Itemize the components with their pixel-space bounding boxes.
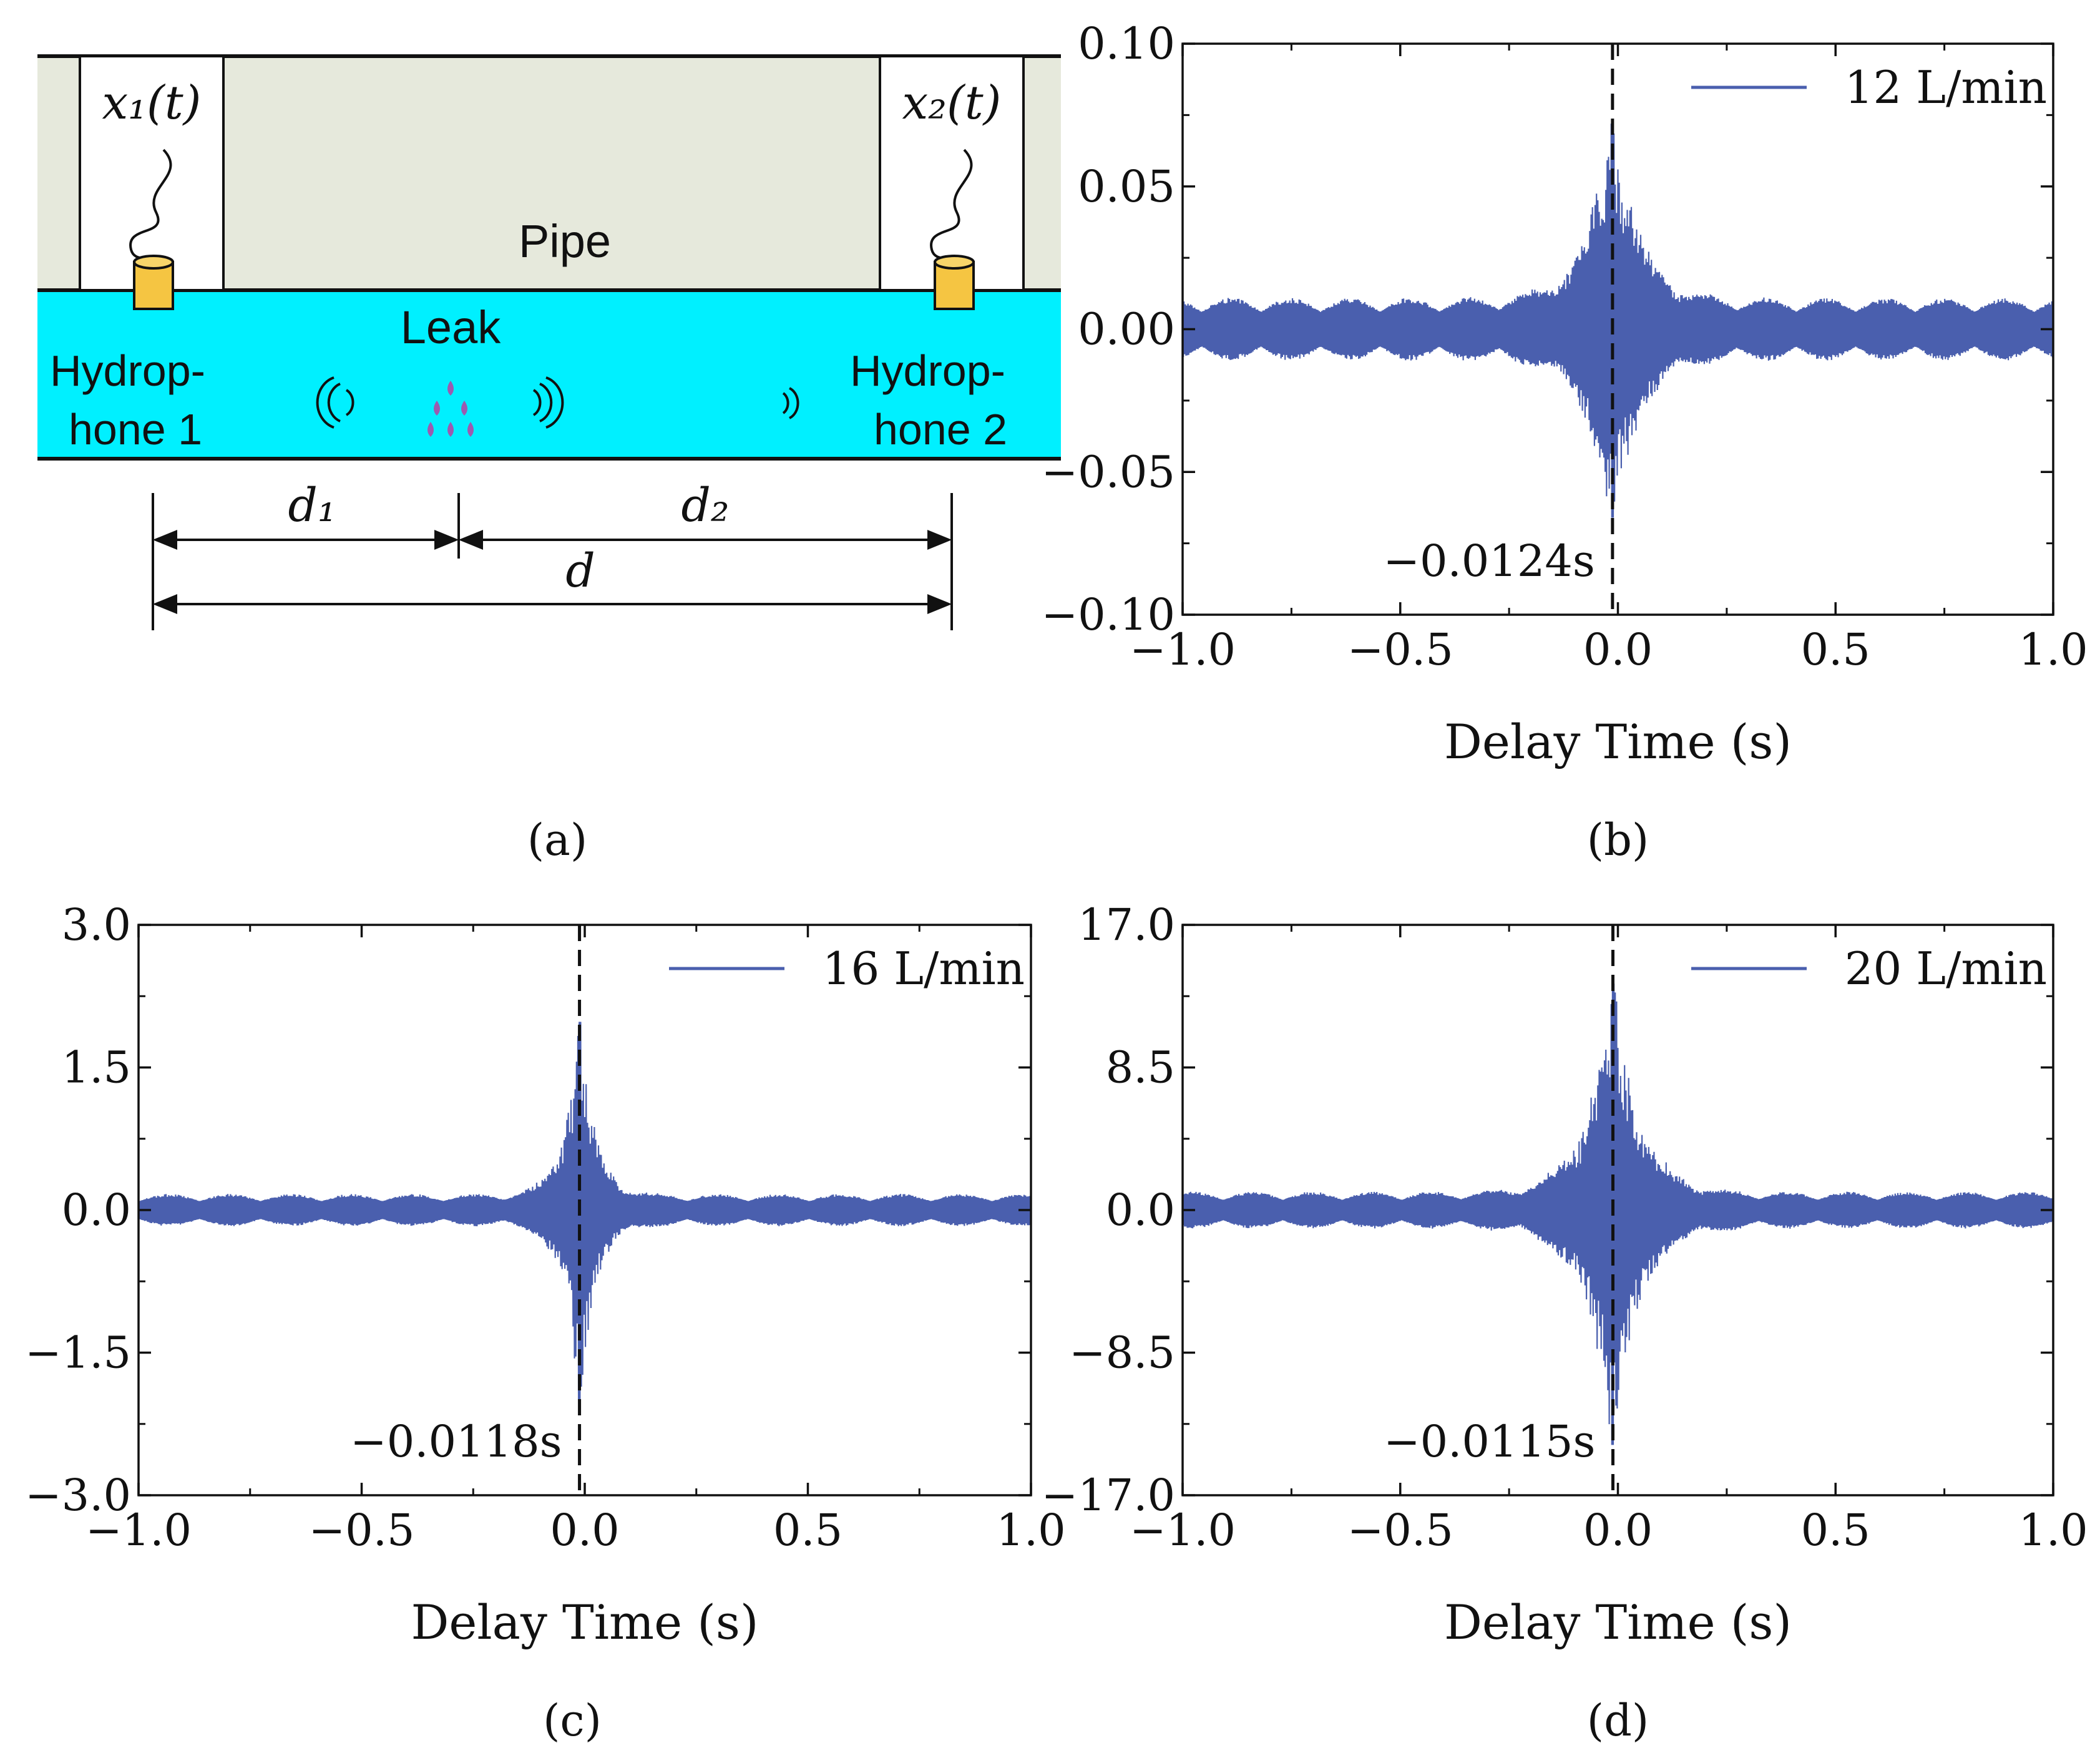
hydrophone-2-label-line2: hone 2 xyxy=(874,405,1007,454)
y-tick-label: 0.00 xyxy=(1078,304,1175,355)
caption-a: (a) xyxy=(527,814,587,866)
peak-label: −0.0115s xyxy=(1384,1416,1596,1467)
y-tick-label: 0.05 xyxy=(1078,161,1175,212)
y-tick-label: −0.10 xyxy=(1041,589,1175,640)
y-tick-label: −0.05 xyxy=(1041,446,1175,497)
signal-series xyxy=(1181,984,2054,1445)
legend-label: 20 L/min xyxy=(1845,942,2047,995)
panel-caption: (b) xyxy=(1587,814,1649,866)
x-tick-label: −1.0 xyxy=(1130,1505,1236,1556)
label-d1: d₁ xyxy=(288,479,336,532)
hydrophone-2-label-line1: Hydrop- xyxy=(850,346,1005,395)
x-tick-label: −0.5 xyxy=(309,1505,415,1556)
y-tick-label: −8.5 xyxy=(1069,1327,1175,1379)
x-axis-label: Delay Time (s) xyxy=(1444,1594,1792,1650)
y-tick-label: −3.0 xyxy=(25,1470,131,1521)
x-axis-label: Delay Time (s) xyxy=(1444,714,1792,769)
x-tick-label: 0.5 xyxy=(1801,624,1870,675)
hydrophone-1-icon xyxy=(133,255,174,310)
y-tick-label: 3.0 xyxy=(62,899,131,950)
y-tick-label: 0.10 xyxy=(1078,18,1175,69)
legend-label: 12 L/min xyxy=(1845,61,2047,114)
x-axis-label: Delay Time (s) xyxy=(411,1594,758,1650)
label-d: d xyxy=(565,544,595,598)
cable-2 xyxy=(930,149,973,263)
signal-series xyxy=(137,1022,1032,1400)
pipe-diagram: x₁(t) x₂(t) Pipe Leak Hydrop- hone 1 Hyd… xyxy=(37,54,1061,866)
panel-caption: (d) xyxy=(1587,1695,1649,1743)
y-tick-label: 1.5 xyxy=(62,1042,131,1093)
chart-16-lpm: −1.0 −0.5 0.0 0.5 1.0 3.0 1.5 0.0 −1.5 −3.0 16 L/m… xyxy=(25,899,1066,1743)
sensor-window-1 xyxy=(79,55,225,291)
x-tick-label: 0.5 xyxy=(773,1505,842,1556)
y-tick-label: 17.0 xyxy=(1078,899,1175,950)
x-tick-label: 0.0 xyxy=(550,1505,619,1556)
signal-series xyxy=(1181,124,2054,518)
x-tick-label: 0.0 xyxy=(1583,1505,1653,1556)
pipe-label: Pipe xyxy=(519,215,611,267)
sound-wave-left-icon xyxy=(316,376,354,429)
x-tick-label: −0.5 xyxy=(1347,624,1453,675)
x-tick-label: −1.0 xyxy=(1130,624,1236,675)
y-tick-label: 0.0 xyxy=(62,1184,131,1236)
label-d2: d₂ xyxy=(681,479,729,532)
y-tick-label: −17.0 xyxy=(1041,1470,1175,1521)
x-tick-label: 0.0 xyxy=(1583,624,1653,675)
x-tick-label: 0.5 xyxy=(1801,1505,1870,1556)
x-tick-label: 1.0 xyxy=(996,1505,1065,1556)
leak-droplets-icon xyxy=(427,381,474,437)
chart-12-lpm: −1.0 −0.5 0.0 0.5 1.0 0.10 0.05 0.00 −0.05 −0.10 1… xyxy=(1041,18,2088,866)
hydrophone-1-label-line2: hone 1 xyxy=(69,405,202,454)
cable-1 xyxy=(129,149,172,263)
x-tick-label: −0.5 xyxy=(1347,1505,1453,1556)
sound-wave-far-icon xyxy=(782,387,799,419)
label-x2: x₂(t) xyxy=(902,76,1002,130)
hydrophone-2-icon xyxy=(934,255,975,310)
y-tick-label: 0.0 xyxy=(1106,1184,1175,1236)
x-tick-label: 1.0 xyxy=(2018,1505,2088,1556)
label-x1: x₁(t) xyxy=(102,76,202,130)
x-tick-label: 1.0 xyxy=(2018,624,2088,675)
x-tick-label: −1.0 xyxy=(85,1505,192,1556)
sound-wave-right-icon xyxy=(532,376,564,429)
y-tick-label: −1.5 xyxy=(25,1327,131,1379)
hydrophone-1-label-line1: Hydrop- xyxy=(50,346,205,395)
peak-label: −0.0118s xyxy=(350,1416,562,1467)
y-tick-label: 8.5 xyxy=(1106,1042,1175,1093)
dimension-lines xyxy=(152,493,953,630)
chart-20-lpm: −1.0 −0.5 0.0 0.5 1.0 17.0 8.5 0.0 −8.5 −17.0 20 L… xyxy=(1041,899,2088,1743)
legend-label: 16 L/min xyxy=(823,942,1025,995)
leak-label: Leak xyxy=(401,301,501,353)
panel-caption: (c) xyxy=(543,1695,602,1743)
water-channel xyxy=(37,290,1061,459)
peak-label: −0.0124s xyxy=(1383,535,1595,587)
